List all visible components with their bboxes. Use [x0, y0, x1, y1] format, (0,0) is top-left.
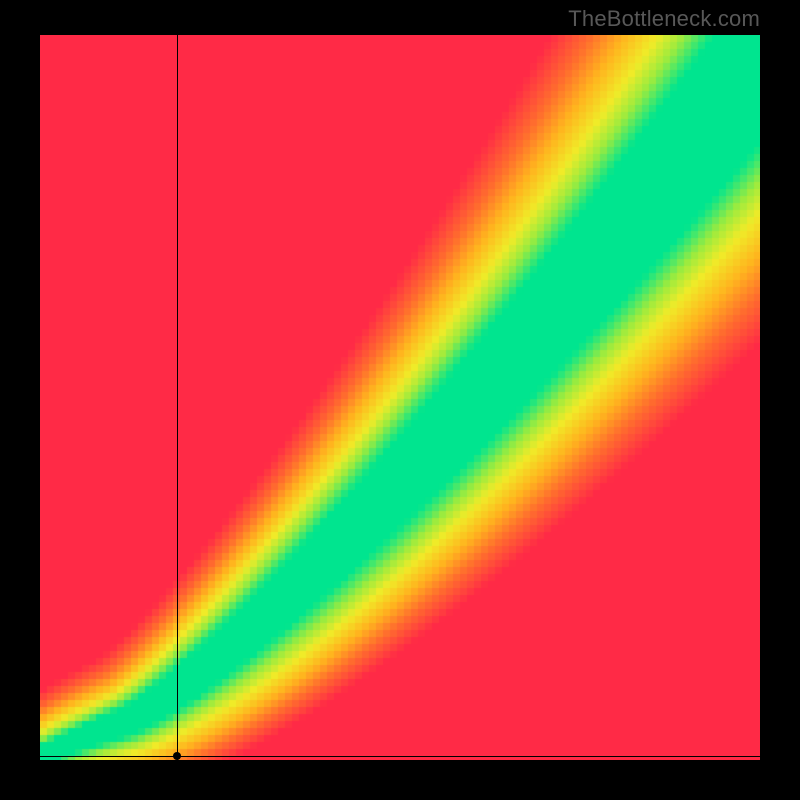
plot-frame: [40, 35, 760, 760]
crosshair-horizontal: [40, 756, 760, 757]
watermark-text: TheBottleneck.com: [568, 6, 760, 32]
crosshair-vertical: [177, 35, 178, 760]
heatmap-canvas: [40, 35, 760, 760]
marker-dot: [173, 752, 181, 760]
chart-container: TheBottleneck.com: [0, 0, 800, 800]
